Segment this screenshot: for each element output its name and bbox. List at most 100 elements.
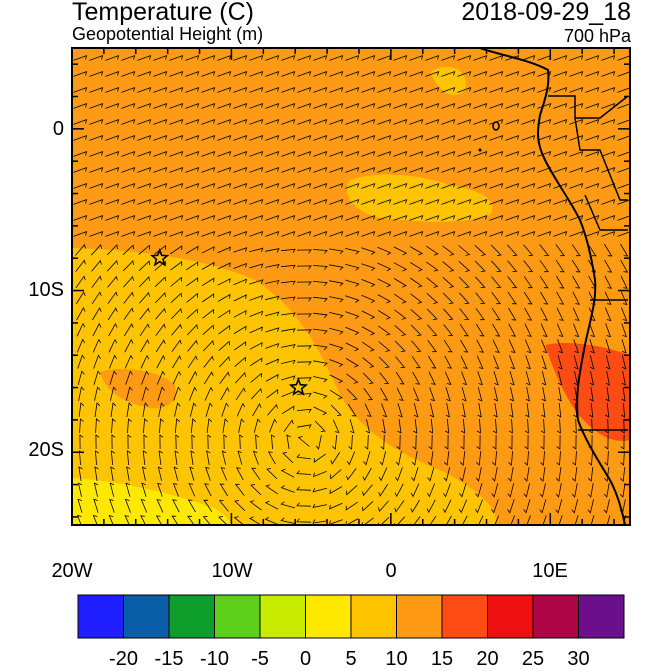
wind-barb xyxy=(190,450,195,465)
wind-barb xyxy=(217,166,232,173)
wind-barb xyxy=(73,86,88,93)
wind-barb xyxy=(345,118,360,125)
colorbar-label: 20 xyxy=(476,648,499,670)
wind-barb xyxy=(330,469,342,480)
wind-barb xyxy=(587,243,597,257)
wind-barb xyxy=(443,483,451,498)
wind-barb xyxy=(110,402,117,417)
wind-barb xyxy=(169,70,184,77)
wind-barb xyxy=(313,376,328,383)
wind-barb xyxy=(138,260,150,272)
wind-barb xyxy=(265,198,280,205)
wind-barb xyxy=(621,355,627,370)
wind-barb xyxy=(621,387,626,402)
wind-barb xyxy=(620,434,625,450)
wind-barb xyxy=(141,466,147,481)
wind-barb xyxy=(296,502,312,507)
wind-barb xyxy=(217,134,232,141)
wind-barb xyxy=(409,166,424,173)
wind-barb xyxy=(377,278,392,288)
wind-barb xyxy=(393,293,407,304)
wind-barb xyxy=(172,355,182,369)
wind-barb xyxy=(315,435,322,450)
wind-barb xyxy=(185,214,200,221)
wind-barb xyxy=(186,324,198,336)
wind-barb xyxy=(362,484,373,497)
wind-barb xyxy=(187,339,198,352)
wind-barb xyxy=(345,70,360,77)
wind-barb xyxy=(553,214,568,221)
wind-barb xyxy=(525,387,530,402)
wind-barb xyxy=(557,355,563,370)
wind-barb xyxy=(313,70,328,77)
wind-barb xyxy=(489,150,504,157)
wind-barb xyxy=(77,354,85,369)
wind-barb xyxy=(105,134,120,141)
wind-barb xyxy=(489,166,504,173)
wind-barb xyxy=(190,418,196,434)
wind-barb xyxy=(393,262,408,272)
wind-barb xyxy=(296,281,312,286)
wind-barb xyxy=(505,70,520,77)
wind-barb xyxy=(457,86,472,93)
wind-barb xyxy=(459,308,470,320)
wind-barb xyxy=(605,339,611,354)
wind-barb xyxy=(508,323,517,337)
wind-barb xyxy=(588,307,596,321)
wind-barb xyxy=(553,118,568,125)
wind-barb xyxy=(267,451,276,465)
wind-barb xyxy=(537,182,552,189)
wind-barb xyxy=(429,403,435,418)
wind-barb xyxy=(121,54,136,61)
wind-barb xyxy=(587,467,594,482)
wind-barb xyxy=(137,166,152,173)
wind-barb xyxy=(297,214,312,221)
wind-barb xyxy=(189,386,198,401)
wind-barb xyxy=(201,54,216,61)
wind-barb xyxy=(137,230,152,237)
wind-barb xyxy=(217,150,232,157)
wind-barb xyxy=(364,434,369,450)
wind-barb xyxy=(265,102,280,109)
wind-barb xyxy=(107,259,118,272)
wind-barb xyxy=(345,182,360,189)
wind-barb xyxy=(265,248,280,253)
wind-barb xyxy=(313,360,328,367)
wind-barb xyxy=(620,243,629,257)
wind-barb xyxy=(281,134,296,141)
wind-barb xyxy=(441,118,456,125)
wind-barb xyxy=(393,150,408,157)
wind-barb xyxy=(207,434,212,450)
wind-barb xyxy=(441,182,456,189)
wind-barb xyxy=(474,260,486,272)
wind-barb xyxy=(572,434,577,450)
wind-barb xyxy=(297,54,312,61)
wind-barb xyxy=(473,166,488,173)
wind-barb xyxy=(459,450,466,466)
wind-barb xyxy=(620,259,629,273)
wind-barb xyxy=(154,276,166,288)
wind-barb xyxy=(185,54,200,61)
wind-barb xyxy=(249,247,264,253)
wind-barb xyxy=(158,402,165,417)
wind-barb xyxy=(393,134,408,141)
wind-barb xyxy=(249,500,262,511)
wind-barb xyxy=(345,501,359,511)
y-tick-label: 10S xyxy=(28,279,64,301)
wind-barb xyxy=(109,498,115,513)
wind-barb xyxy=(206,450,211,465)
wind-barb xyxy=(491,292,501,305)
wind-barb xyxy=(409,150,424,157)
wind-barb xyxy=(296,518,312,523)
wind-barb xyxy=(121,118,136,125)
wind-barb xyxy=(235,467,244,481)
wind-barb xyxy=(95,434,100,450)
wind-barb xyxy=(297,182,312,189)
wind-barb xyxy=(505,150,520,157)
wind-barb xyxy=(361,150,376,157)
wind-barb xyxy=(155,339,166,353)
wind-barb xyxy=(171,339,182,352)
wind-barb xyxy=(137,102,152,109)
colorbar-swatch xyxy=(578,594,625,639)
wind-barb xyxy=(250,372,262,383)
